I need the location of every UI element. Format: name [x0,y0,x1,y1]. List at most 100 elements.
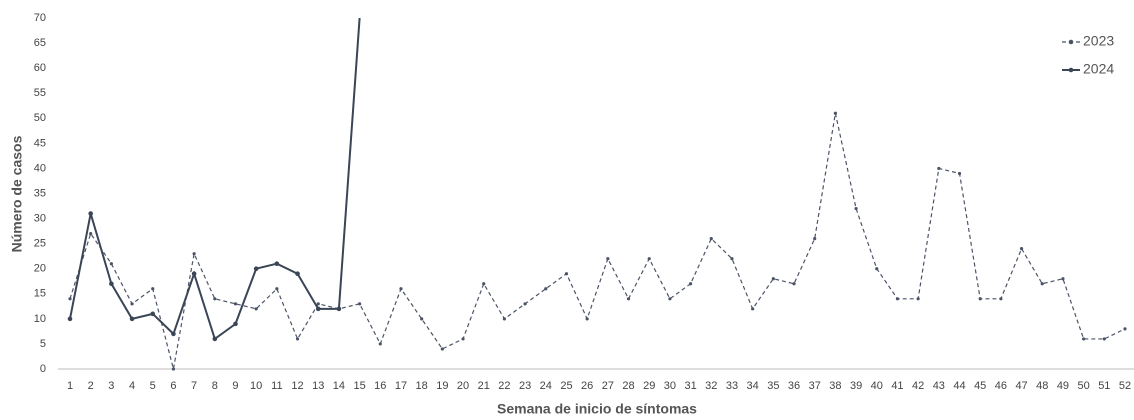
x-tick-label: 47 [1015,380,1027,392]
x-tick-label: 2 [88,380,94,392]
x-tick-label: 16 [374,380,386,392]
x-tick-label: 15 [353,380,365,392]
point [626,297,631,301]
x-tick-label: 10 [250,380,262,392]
point [212,336,218,342]
point [813,237,817,241]
point [585,317,589,321]
point [1082,337,1086,341]
point [1102,337,1106,341]
x-tick-label: 36 [788,380,800,392]
point [957,171,962,176]
x-tick-label: 5 [150,380,156,392]
y-tick-label: 20 [34,263,46,275]
point [482,282,486,286]
point [150,311,156,317]
x-tick-label: 6 [170,380,176,392]
point [688,282,693,286]
y-tick-label: 35 [34,187,46,199]
x-tick-label: 49 [1057,380,1069,392]
point [254,307,258,311]
point [461,337,465,341]
x-tick-label: 52 [1119,380,1131,392]
point [875,267,879,271]
x-tick-label: 33 [726,380,738,392]
x-tick-label: 26 [581,380,593,392]
point [316,302,320,306]
x-tick-label: 40 [871,380,883,392]
x-tick-label: 41 [891,380,903,392]
point [233,302,238,306]
point [109,262,113,266]
x-tick-label: 42 [912,380,924,392]
point [420,317,424,321]
y-tick-label: 30 [34,212,46,224]
point [606,257,610,261]
point [1123,327,1127,331]
point [730,257,734,261]
y-tick-label: 10 [34,313,46,325]
point [192,252,196,256]
point [916,297,920,301]
y-tick-label: 5 [40,338,46,350]
y-tick-label: 45 [34,137,46,149]
point [709,237,713,241]
x-tick-label: 30 [664,380,676,392]
point [336,306,342,312]
x-tick-label: 51 [1098,380,1110,392]
x-tick-label: 23 [519,380,531,392]
x-tick-label: 39 [850,380,862,392]
point [274,261,280,267]
point [1061,277,1065,281]
point [978,297,982,301]
x-tick-label: 4 [129,380,135,392]
x-axis-label: Semana de inicio de síntomas [497,401,697,417]
point [523,302,527,306]
point [129,316,135,322]
y-tick-label: 50 [34,112,46,124]
x-tick-label: 48 [1036,380,1048,392]
point [68,297,72,301]
point [275,287,279,291]
y-axis-label: Número de casos [9,135,25,252]
x-tick-label: 8 [212,380,218,392]
y-tick-label: 0 [40,363,46,375]
x-tick-label: 19 [436,380,448,392]
point [647,257,651,261]
x-tick-label: 11 [271,380,282,392]
y-tick-label: 60 [34,62,46,74]
point [213,297,217,301]
legend-label: 2024 [1083,61,1114,77]
x-tick-label: 45 [974,380,986,392]
point [564,272,569,276]
point [895,297,900,301]
point [253,266,259,272]
point [151,287,155,291]
x-tick-label: 22 [498,380,510,392]
x-tick-label: 50 [1078,380,1090,392]
x-tick-label: 9 [232,380,238,392]
point [233,321,238,327]
x-tick-label: 1 [67,380,73,392]
series-line [69,18,361,341]
point [668,297,672,301]
x-tick-label: 43 [933,380,945,392]
point [399,287,403,291]
x-tick-label: 38 [829,380,841,392]
point [792,282,796,286]
point [171,331,176,337]
y-tick-label: 15 [34,288,46,300]
x-tick-label: 29 [643,380,655,392]
x-tick-label: 18 [416,380,428,392]
x-tick-label: 14 [333,380,345,392]
point [295,271,300,277]
x-tick-label: 46 [995,380,1007,392]
point [544,287,548,291]
series-line [69,113,1126,369]
point [999,297,1003,301]
point [89,232,93,236]
x-tick-label: 32 [705,380,717,392]
x-tick-label: 17 [395,380,407,392]
y-tick-label: 65 [34,37,46,49]
x-tick-label: 34 [747,380,759,392]
